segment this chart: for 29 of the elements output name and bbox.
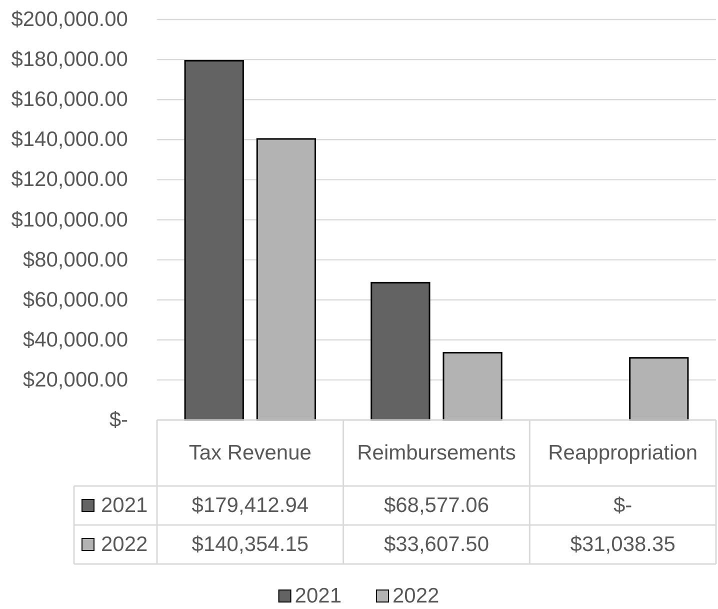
legend-label: 2021 <box>101 494 148 517</box>
data-label: $33,607.50 <box>384 533 490 556</box>
bar <box>184 60 244 421</box>
bar <box>629 357 689 421</box>
y-tick-label: $20,000.00 <box>22 368 128 392</box>
data-label: $179,412.94 <box>192 494 309 517</box>
x-tick-label: Reappropriation <box>548 442 698 464</box>
bar <box>370 282 430 421</box>
y-tick-label: $100,000.00 <box>11 208 128 232</box>
bar <box>256 138 316 421</box>
x-tick-label: Reimbursements <box>357 442 516 464</box>
y-tick-label: $140,000.00 <box>11 128 128 152</box>
legend-label: 2022 <box>101 533 148 556</box>
y-tick-label: $200,000.00 <box>11 8 128 31</box>
bar <box>442 352 502 421</box>
text: 2021 <box>294 584 342 608</box>
data-label: $31,038.35 <box>570 533 676 556</box>
data-label: $68,577.06 <box>384 494 490 517</box>
y-tick-label: $- <box>109 408 128 432</box>
y-tick-label: $40,000.00 <box>22 328 128 352</box>
text: 2022 <box>392 584 440 608</box>
data-label: $- <box>613 494 632 517</box>
y-tick-label: $80,000.00 <box>22 248 128 272</box>
data-label: $140,354.15 <box>192 533 309 556</box>
y-tick-label: $180,000.00 <box>11 48 128 72</box>
y-tick-label: $160,000.00 <box>11 88 128 112</box>
x-tick-label: Tax Revenue <box>188 442 312 464</box>
y-tick-label: $60,000.00 <box>22 288 128 312</box>
y-tick-label: $120,000.00 <box>11 168 128 192</box>
